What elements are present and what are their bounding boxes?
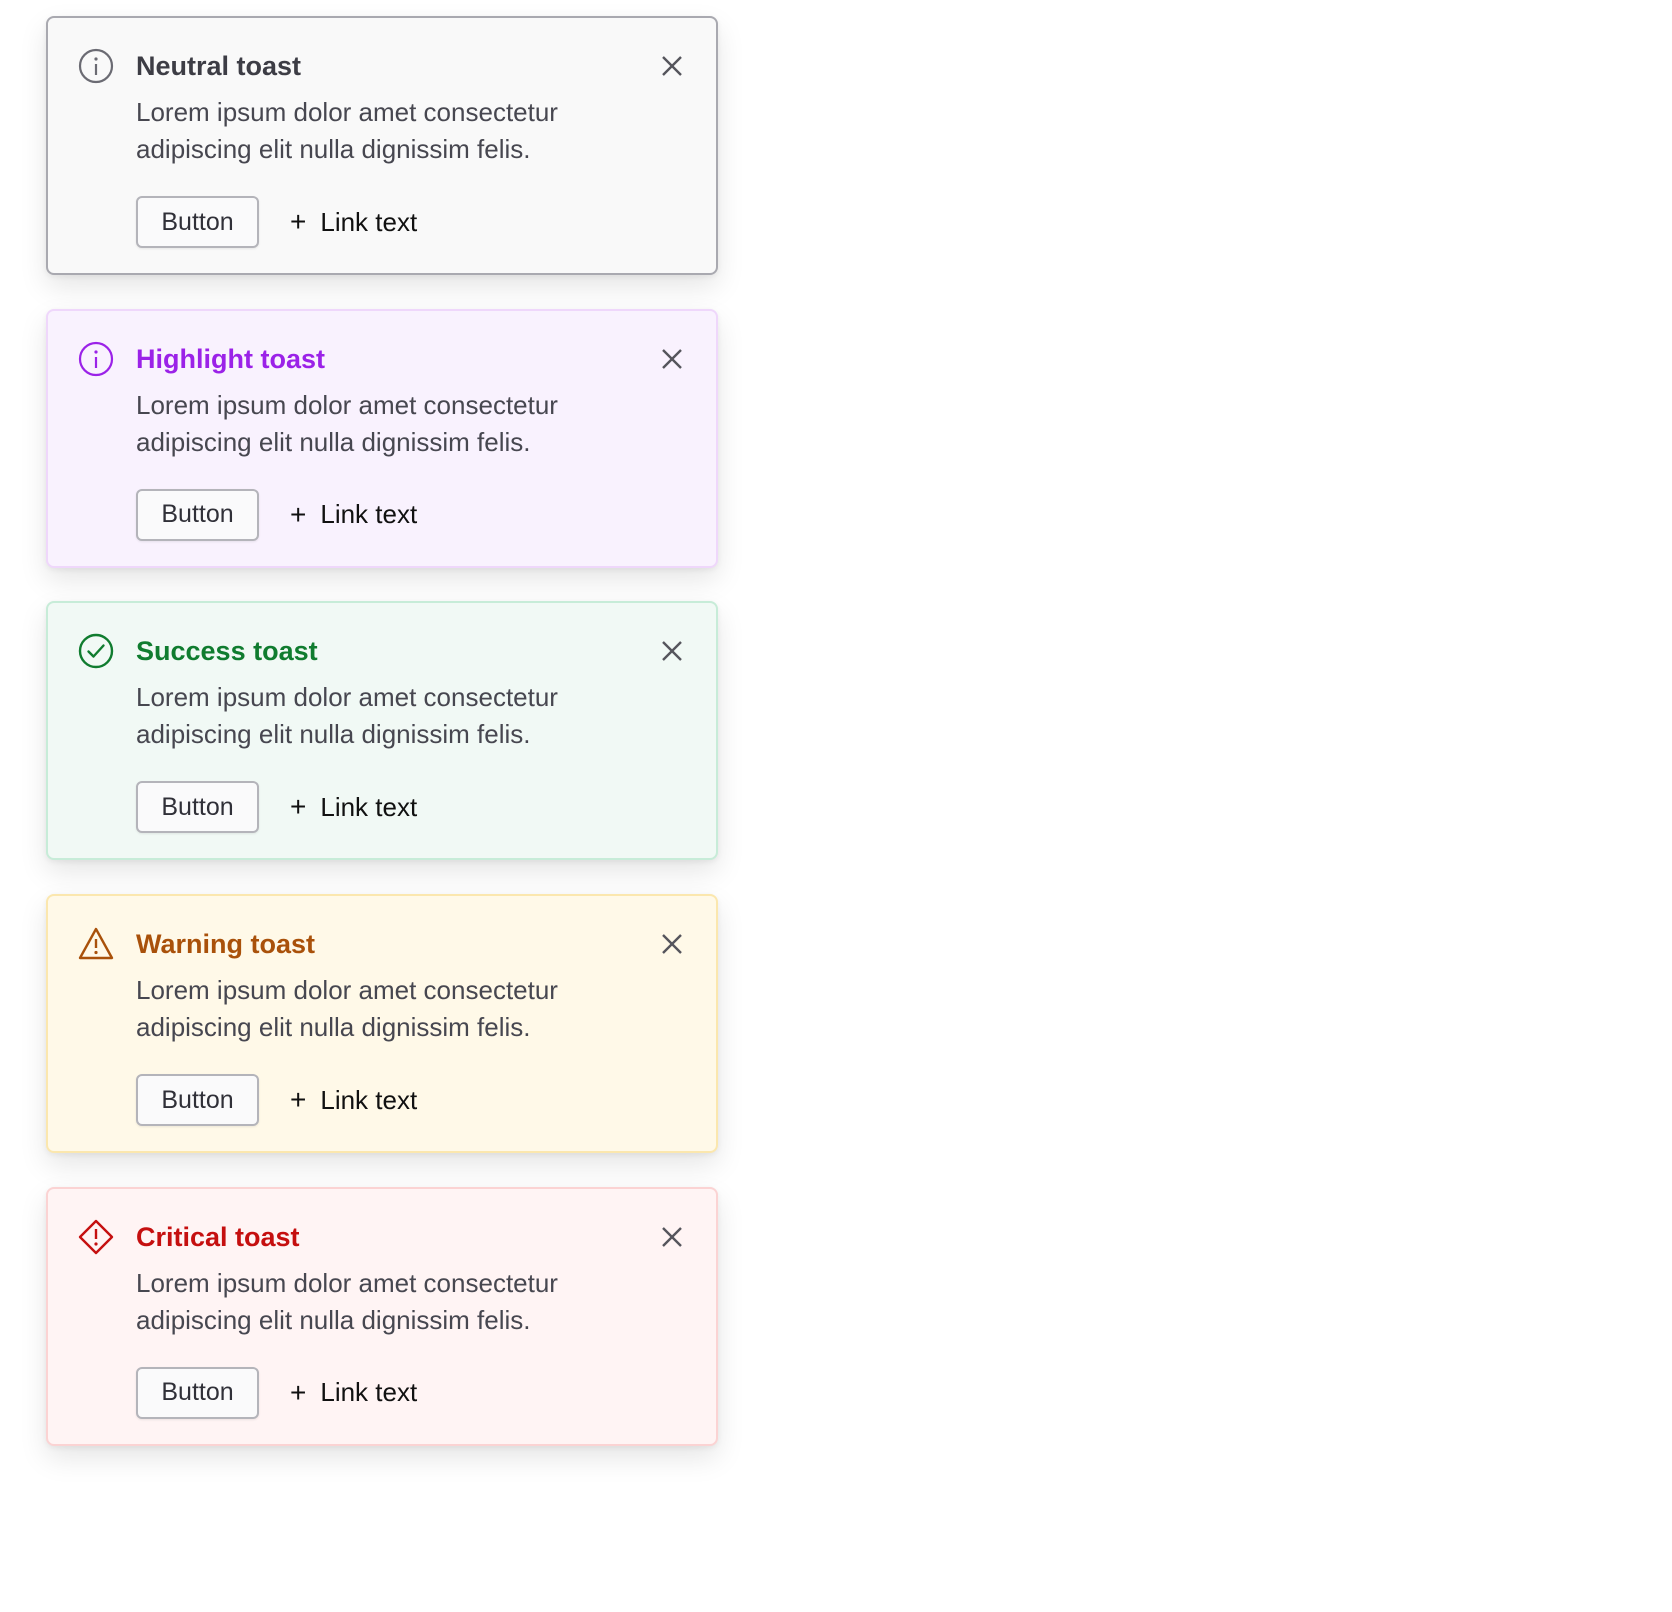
toast-link[interactable]: + Link text (290, 497, 417, 533)
info-icon (78, 48, 114, 84)
toast-warning: Warning toast Lorem ipsum dolor amet con… (46, 894, 718, 1154)
close-icon[interactable] (658, 345, 686, 373)
toast-message: Lorem ipsum dolor amet consectetur adipi… (136, 975, 558, 1043)
toast-message: Lorem ipsum dolor amet consectetur adipi… (136, 97, 558, 164)
plus-icon: + (290, 791, 307, 823)
toast-message: Lorem ipsum dolor amet consectetur adipi… (136, 682, 558, 750)
toast-critical: Critical toast Lorem ipsum dolor amet co… (46, 1186, 718, 1446)
toast-title: Highlight toast (136, 343, 325, 374)
link-label: Link text (320, 499, 418, 530)
toast-action-button[interactable]: Button (136, 196, 259, 248)
link-label: Link text (320, 1377, 418, 1408)
link-label: Link text (320, 791, 418, 822)
toast-message: Lorem ipsum dolor amet consectetur adipi… (136, 1267, 558, 1335)
toast-link[interactable]: + Link text (290, 789, 417, 825)
toast-link[interactable]: + Link text (290, 204, 417, 240)
toast-title: Critical toast (136, 1221, 300, 1252)
toast-message: Lorem ipsum dolor amet consectetur adipi… (136, 389, 558, 457)
plus-icon: + (290, 498, 307, 530)
toast-action-button[interactable]: Button (136, 488, 259, 541)
critical-diamond-icon (78, 1219, 114, 1255)
info-icon (78, 341, 114, 377)
toast-success: Success toast Lorem ipsum dolor amet con… (46, 601, 718, 861)
close-icon[interactable] (658, 52, 686, 80)
link-label: Link text (320, 1084, 418, 1115)
toast-title: Success toast (136, 636, 318, 667)
plus-icon: + (290, 1084, 307, 1116)
plus-icon: + (290, 206, 307, 237)
link-label: Link text (320, 206, 418, 237)
close-icon[interactable] (658, 637, 686, 665)
toast-title: Warning toast (136, 929, 315, 960)
toast-neutral: Neutral toast Lorem ipsum dolor amet con… (46, 16, 718, 275)
plus-icon: + (290, 1376, 307, 1408)
toast-highlight: Highlight toast Lorem ipsum dolor amet c… (46, 308, 718, 568)
toast-action-button[interactable]: Button (136, 1074, 259, 1127)
toast-link[interactable]: + Link text (290, 1082, 417, 1118)
toast-link[interactable]: + Link text (290, 1375, 417, 1411)
close-icon[interactable] (658, 1223, 686, 1251)
warning-triangle-icon (78, 926, 114, 962)
toast-title: Neutral toast (136, 51, 302, 81)
toast-action-button[interactable]: Button (136, 1366, 259, 1419)
check-circle-icon (78, 633, 114, 669)
close-icon[interactable] (658, 930, 686, 958)
toast-action-button[interactable]: Button (136, 781, 259, 834)
